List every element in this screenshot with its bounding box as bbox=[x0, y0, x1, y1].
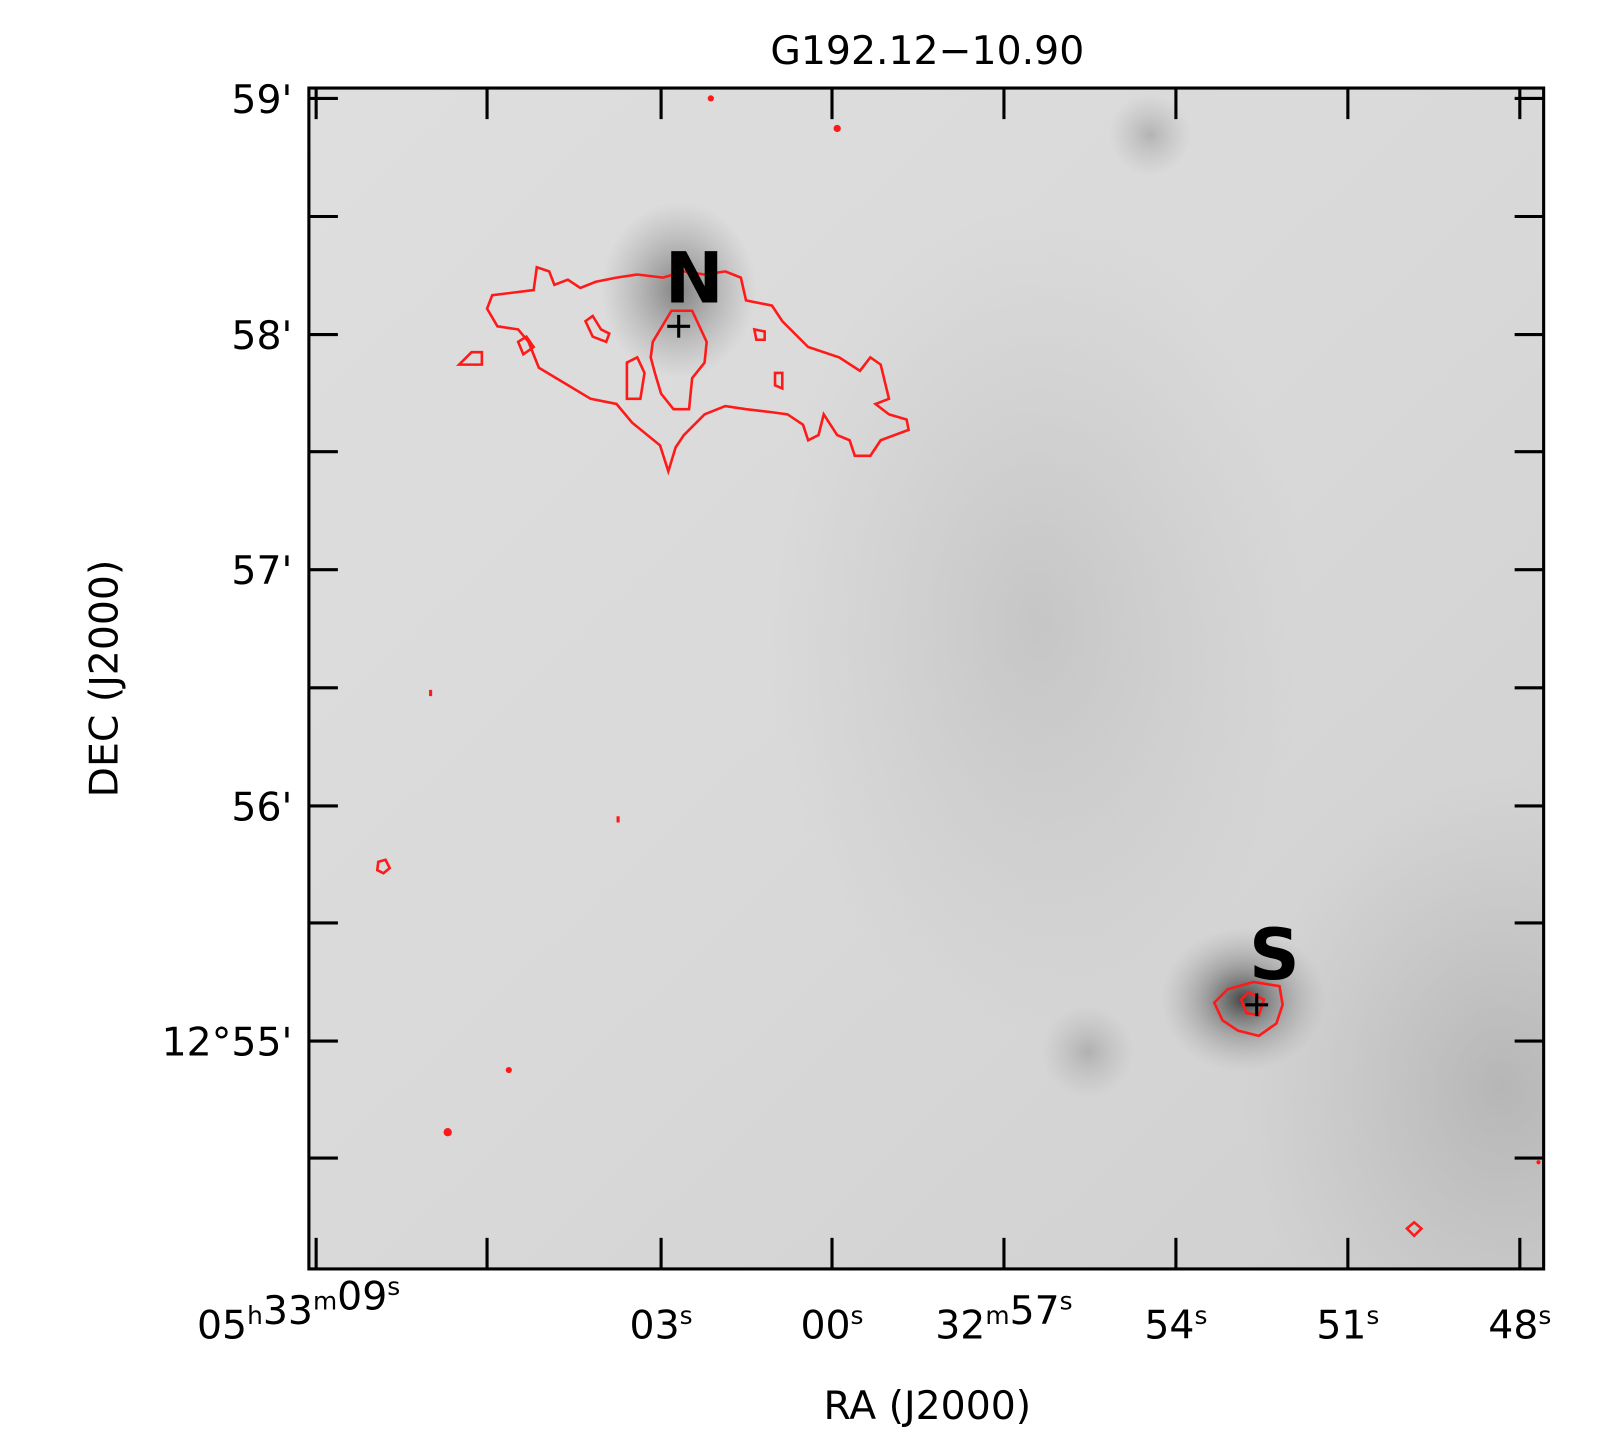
tick-sup: s bbox=[680, 1301, 693, 1330]
tick-text: 05 bbox=[197, 1302, 247, 1348]
x-tick-label: 48s bbox=[1488, 1301, 1551, 1349]
marker-label: N bbox=[665, 237, 724, 319]
tick-sup: s bbox=[387, 1272, 400, 1301]
y-tick-label: 12°55' bbox=[162, 1020, 293, 1066]
x-tick-label: 00s bbox=[800, 1301, 863, 1349]
tick-text: 00 bbox=[800, 1302, 850, 1348]
x-tick-label: 54s bbox=[1144, 1301, 1207, 1349]
tick-sup: s bbox=[1194, 1301, 1207, 1330]
tick-text: 33 bbox=[263, 1288, 313, 1334]
y-tick-label: 57' bbox=[231, 548, 292, 594]
contours bbox=[375, 265, 1424, 1238]
tick-text: 03 bbox=[630, 1302, 680, 1348]
tick-text: 09 bbox=[337, 1273, 387, 1319]
tick-sup: s bbox=[1538, 1301, 1551, 1330]
tick-text: 48 bbox=[1488, 1302, 1538, 1348]
x-tick-label: 51s bbox=[1316, 1301, 1379, 1349]
tick-text: 57 bbox=[1010, 1288, 1060, 1334]
crosses bbox=[667, 314, 1269, 1017]
x-tick-label: 05h33m09s bbox=[197, 1272, 400, 1349]
tick-sup: s bbox=[851, 1301, 864, 1330]
tick-sup: h bbox=[247, 1301, 263, 1330]
tick-text: 54 bbox=[1144, 1302, 1194, 1348]
tick-sup: s bbox=[1060, 1286, 1073, 1315]
tick-sup: m bbox=[985, 1301, 1009, 1330]
marker-label: S bbox=[1249, 914, 1300, 996]
image bbox=[308, 88, 1544, 1269]
y-tick-label: 56' bbox=[231, 784, 292, 830]
ticks bbox=[308, 88, 1544, 1269]
title: G192.12−10.90 bbox=[770, 28, 1084, 74]
tick-text: 51 bbox=[1316, 1302, 1366, 1348]
tick-text: 32 bbox=[935, 1302, 985, 1348]
frame bbox=[307, 86, 1546, 1271]
tick-sup: m bbox=[313, 1286, 337, 1315]
tick-sup: s bbox=[1366, 1301, 1379, 1330]
x-axis-label: RA (J2000) bbox=[823, 1383, 1031, 1429]
y-tick-label: 58' bbox=[231, 313, 292, 359]
y-tick-label: 59' bbox=[231, 77, 292, 123]
contour-dots bbox=[429, 95, 1541, 1165]
y-axis-label: DEC (J2000) bbox=[81, 560, 127, 798]
x-tick-label: 32m57s bbox=[935, 1286, 1072, 1348]
x-tick-label: 03s bbox=[630, 1301, 693, 1349]
